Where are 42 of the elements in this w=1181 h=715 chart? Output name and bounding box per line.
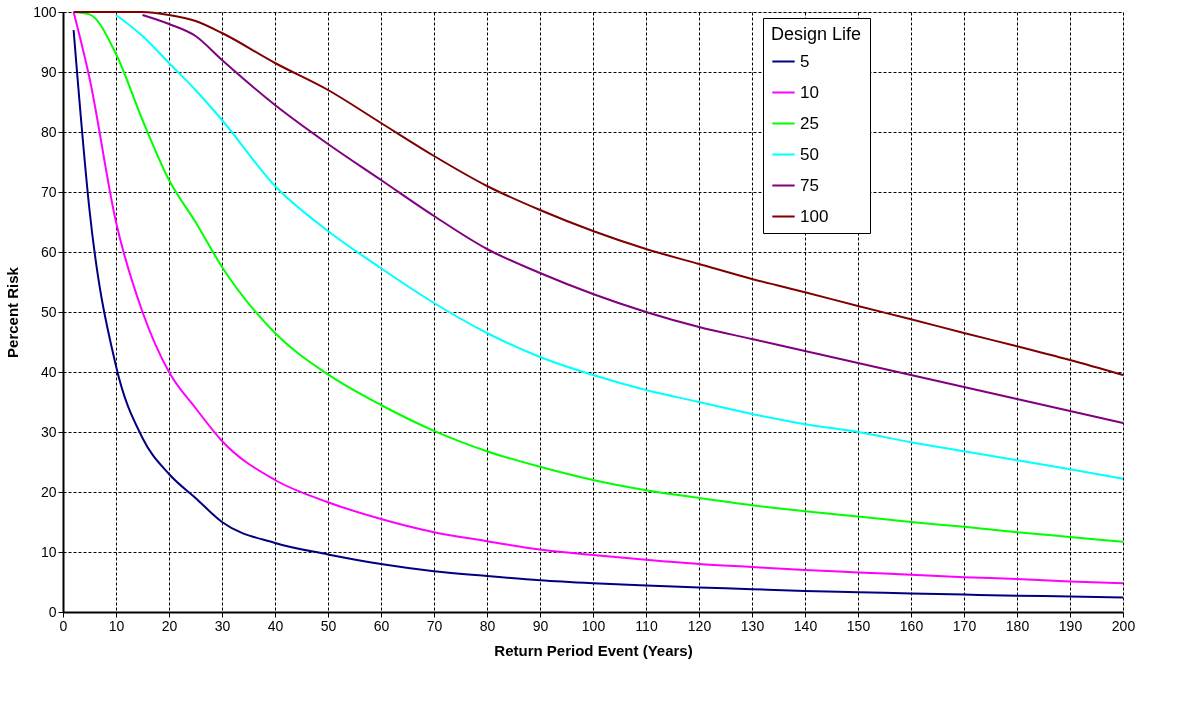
- x-tick-label: 130: [740, 617, 765, 634]
- y-axis-title: Percent Risk: [4, 266, 22, 358]
- y-tick-label: 10: [40, 543, 57, 560]
- x-tick-label: 70: [426, 617, 443, 634]
- y-tick-label: 50: [40, 303, 57, 320]
- y-tick-label: 40: [40, 363, 57, 380]
- line-series: [72, 11, 1124, 376]
- x-tick-label: 10: [108, 617, 125, 634]
- legend-label: 75: [800, 175, 819, 195]
- x-tick-label: 20: [161, 617, 178, 634]
- x-tick-label: 190: [1058, 617, 1083, 634]
- legend-label: 10: [800, 82, 819, 102]
- legend-label: 50: [800, 144, 819, 164]
- legend-label: 25: [800, 113, 819, 133]
- x-tick-label: 80: [479, 617, 496, 634]
- y-tick-label: 20: [40, 483, 57, 500]
- x-tick-label: 90: [532, 617, 549, 634]
- x-tick-label: 110: [635, 617, 658, 634]
- y-tick-label: 100: [33, 3, 57, 20]
- y-tick-label: 70: [40, 183, 57, 200]
- x-tick-label: 120: [687, 617, 712, 634]
- y-tick-label: 30: [40, 423, 57, 440]
- y-tick-label: 60: [40, 243, 57, 260]
- x-tick-label: 150: [846, 617, 871, 634]
- x-tick-label: 160: [899, 617, 924, 634]
- x-tick-label: 40: [267, 617, 284, 634]
- legend-label: 5: [800, 51, 810, 71]
- legend-title: Design Life: [771, 24, 862, 44]
- legend-label: 100: [800, 206, 829, 226]
- x-tick-label: 50: [320, 617, 337, 634]
- y-tick-label: 0: [48, 603, 57, 620]
- x-axis-title: Return Period Event (Years): [494, 641, 693, 659]
- x-tick-label: 200: [1111, 617, 1136, 634]
- x-tick-label: 170: [952, 617, 977, 634]
- y-tick-label: 90: [40, 63, 57, 80]
- x-tick-label: 180: [1005, 617, 1030, 634]
- x-tick-label: 100: [581, 617, 606, 634]
- x-tick-label: 60: [373, 617, 390, 634]
- x-tick-label: 30: [214, 617, 231, 634]
- x-tick-label: 140: [793, 617, 818, 634]
- x-tick-label: 0: [59, 617, 68, 634]
- y-tick-label: 80: [40, 123, 57, 140]
